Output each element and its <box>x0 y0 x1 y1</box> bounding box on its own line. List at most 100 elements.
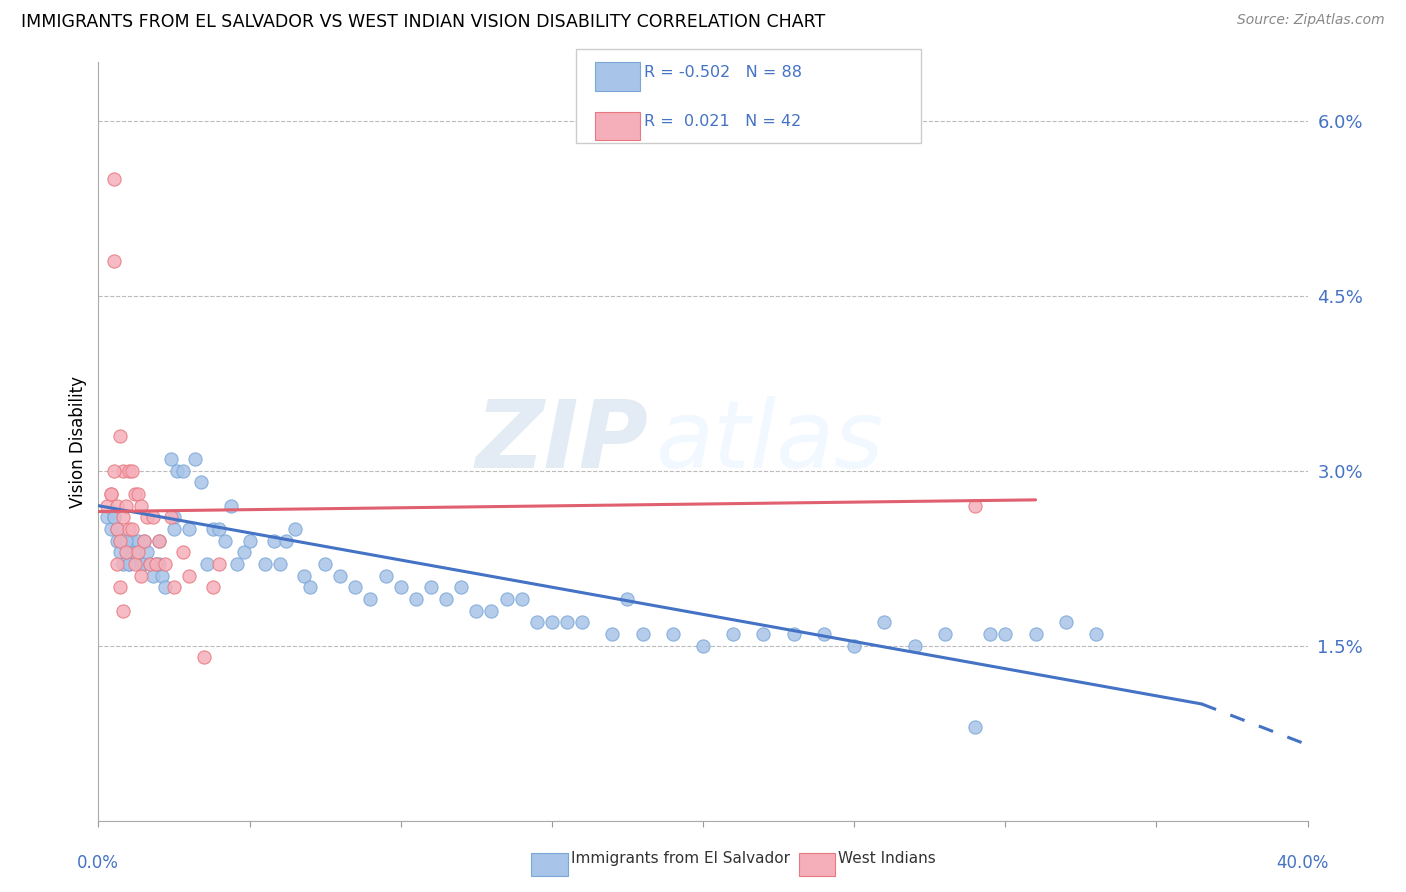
Point <box>148 533 170 548</box>
Point <box>344 580 367 594</box>
Point <box>153 557 176 571</box>
Point <box>752 627 775 641</box>
Point <box>172 545 194 559</box>
Text: Immigrants from El Salvador: Immigrants from El Salvador <box>571 851 790 865</box>
Point <box>127 533 149 548</box>
Point <box>135 510 157 524</box>
Point <box>121 522 143 536</box>
Point <box>108 545 131 559</box>
Point <box>127 545 149 559</box>
Point <box>166 464 188 478</box>
Point <box>108 580 131 594</box>
Point <box>844 639 866 653</box>
Point <box>389 580 412 594</box>
Point <box>232 545 254 559</box>
Point <box>103 253 125 268</box>
Point <box>226 557 249 571</box>
Point <box>100 487 122 501</box>
Point <box>103 464 125 478</box>
Point <box>163 522 186 536</box>
Text: ZIP: ZIP <box>475 395 648 488</box>
Point <box>179 568 201 582</box>
Point <box>142 568 165 582</box>
Point <box>132 557 155 571</box>
Point <box>124 487 146 501</box>
Point <box>979 627 1001 641</box>
Point <box>813 627 835 641</box>
Point <box>163 510 186 524</box>
Point <box>193 650 215 665</box>
Point <box>873 615 896 630</box>
Point <box>160 452 183 467</box>
Point <box>965 499 987 513</box>
Point <box>103 510 125 524</box>
Point <box>208 522 231 536</box>
Point <box>214 533 236 548</box>
Point <box>108 428 131 442</box>
Point <box>114 545 136 559</box>
Point <box>96 499 118 513</box>
Point <box>132 533 155 548</box>
Point <box>121 533 143 548</box>
Point <box>374 568 396 582</box>
Text: atlas: atlas <box>655 396 883 487</box>
Point <box>118 557 141 571</box>
Point <box>934 627 956 641</box>
Point <box>1085 627 1108 641</box>
Point <box>274 533 297 548</box>
Text: West Indians: West Indians <box>838 851 936 865</box>
Point <box>105 533 128 548</box>
Point <box>631 627 654 641</box>
Point <box>540 615 562 630</box>
Point <box>105 499 128 513</box>
Point <box>118 464 141 478</box>
Point <box>129 499 152 513</box>
Text: 40.0%: 40.0% <box>1277 855 1329 872</box>
Point <box>208 557 231 571</box>
Point <box>329 568 352 582</box>
Point <box>184 452 207 467</box>
Point <box>526 615 548 630</box>
Point <box>239 533 262 548</box>
Point <box>96 510 118 524</box>
Point <box>145 557 167 571</box>
Point <box>495 592 517 607</box>
Point <box>263 533 285 548</box>
Text: Source: ZipAtlas.com: Source: ZipAtlas.com <box>1237 13 1385 28</box>
Point <box>163 580 186 594</box>
Point <box>360 592 382 607</box>
Point <box>783 627 806 641</box>
Point <box>202 522 225 536</box>
Point <box>124 557 146 571</box>
Point <box>1054 615 1077 630</box>
Point <box>602 627 624 641</box>
Y-axis label: Vision Disability: Vision Disability <box>69 376 87 508</box>
Point <box>103 510 125 524</box>
Point <box>105 522 128 536</box>
Point <box>118 557 141 571</box>
Point <box>661 627 683 641</box>
Point <box>114 533 136 548</box>
Text: 0.0%: 0.0% <box>77 855 120 872</box>
Point <box>465 604 488 618</box>
Point <box>139 557 162 571</box>
Point <box>121 464 143 478</box>
Point <box>145 557 167 571</box>
Point <box>150 568 173 582</box>
Point <box>179 522 201 536</box>
Point <box>172 464 194 478</box>
Point <box>105 522 128 536</box>
Point <box>616 592 638 607</box>
Point <box>111 533 134 548</box>
Point <box>103 172 125 186</box>
Point <box>1024 627 1046 641</box>
Point <box>299 580 322 594</box>
Point <box>118 522 141 536</box>
Point <box>148 533 170 548</box>
Point <box>405 592 427 607</box>
Point <box>555 615 578 630</box>
Point <box>965 720 987 734</box>
Point <box>111 510 134 524</box>
Point <box>124 545 146 559</box>
Point <box>420 580 443 594</box>
